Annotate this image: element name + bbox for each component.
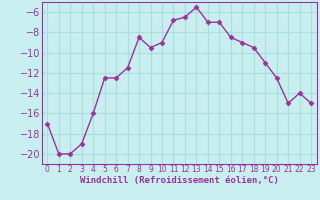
X-axis label: Windchill (Refroidissement éolien,°C): Windchill (Refroidissement éolien,°C) — [80, 176, 279, 185]
